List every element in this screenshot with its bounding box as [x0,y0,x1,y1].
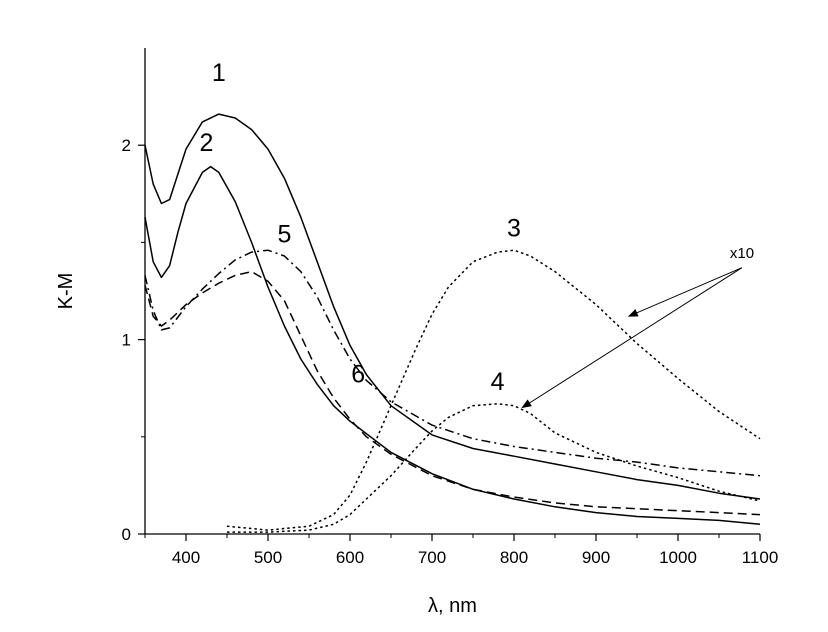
curve-labels: 1 2 5 6 3 4 [200,59,521,396]
x-tick-label: 1100 [742,548,779,567]
curve-4 [227,403,761,533]
y-tick-label: 0 [122,525,131,544]
curves [144,113,761,533]
x-tick-label: 800 [500,548,528,567]
curve-label-2: 2 [200,129,214,157]
annotation-arrow [521,267,743,409]
curve-2 [144,165,761,526]
axes: 400 500 600 700 800 900 1000 1100 0 1 2 [122,48,779,567]
annotation-arrow [627,267,743,317]
magnification-note: x10 [730,245,754,262]
curve-label-6: 6 [351,360,365,388]
x-tick-label: 700 [418,548,446,567]
x-tick-label: 600 [336,548,364,567]
x-tick-label: 900 [582,548,610,567]
curve-1 [144,113,761,500]
curve-label-3: 3 [507,215,521,243]
curve-label-5: 5 [277,220,291,248]
curve-5 [144,249,761,477]
x-tick-label: 400 [172,548,200,567]
curve-6 [144,270,761,516]
curve-label-1: 1 [212,59,226,87]
y-tick-label: 2 [122,136,131,155]
curve-3 [226,249,761,531]
magnification-annotation: x10 [521,245,754,409]
y-tick-label: 1 [122,331,131,350]
curve-label-4: 4 [491,368,505,396]
x-tick-label: 1000 [659,548,697,567]
x-tick-label: 500 [254,548,282,567]
x-axis-label: λ, nm [428,595,477,617]
y-axis-label: K-M [55,273,77,310]
